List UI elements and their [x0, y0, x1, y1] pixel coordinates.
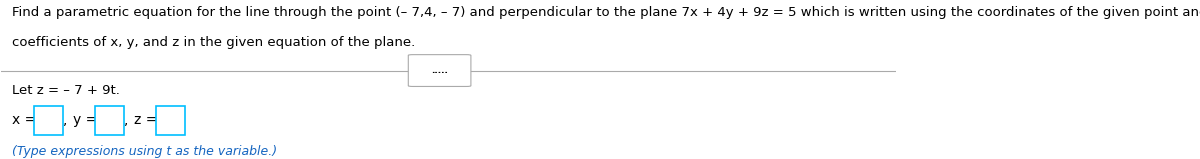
FancyBboxPatch shape [95, 106, 124, 135]
Text: z =: z = [133, 113, 157, 127]
Text: Find a parametric equation for the line through the point (– 7,4, – 7) and perpe: Find a parametric equation for the line … [12, 6, 1200, 19]
Text: y =: y = [73, 113, 97, 127]
FancyBboxPatch shape [35, 106, 64, 135]
Text: Let z = – 7 + 9t.: Let z = – 7 + 9t. [12, 84, 120, 97]
Text: coefficients of x, y, and z in the given equation of the plane.: coefficients of x, y, and z in the given… [12, 36, 415, 49]
Text: ,: , [124, 113, 128, 127]
Text: ,: , [64, 113, 67, 127]
Text: (Type expressions using t as the variable.): (Type expressions using t as the variabl… [12, 145, 277, 158]
FancyBboxPatch shape [156, 106, 185, 135]
Text: .....: ..... [431, 66, 448, 75]
Text: x =: x = [12, 113, 36, 127]
FancyBboxPatch shape [408, 55, 470, 86]
